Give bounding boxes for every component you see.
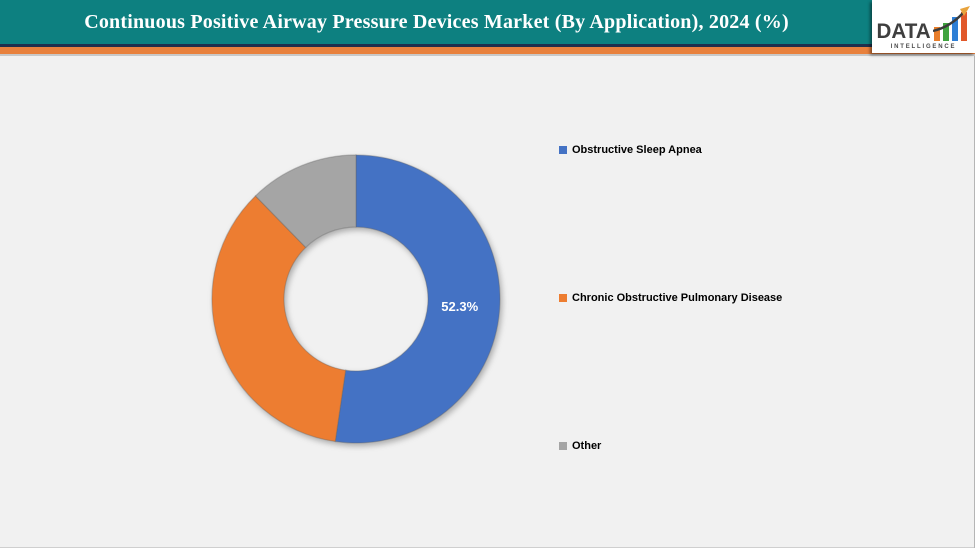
logo: DATA INTELLIGENCE [872, 0, 975, 53]
legend-label: Chronic Obstructive Pulmonary Disease [572, 292, 783, 304]
logo-bar-chart-growth-arrow-icon [933, 6, 971, 41]
donut-data-label: 52.3% [441, 299, 478, 314]
logo-top-row: DATA [876, 6, 971, 42]
donut-slice-other [254, 154, 357, 249]
donut-slice-obstructive-sleep-apnea [334, 154, 501, 444]
header-divider-navy [0, 44, 975, 47]
legend-item-other: Other [559, 439, 601, 453]
header-divider-gray [0, 54, 975, 56]
legend-label: Obstructive Sleep Apnea [572, 144, 702, 156]
chart-area: 52.3% Obstructive Sleep Apnea Chronic Ob… [0, 56, 975, 548]
donut-chart: 52.3% [211, 154, 501, 444]
donut-slices [211, 154, 501, 444]
logo-text: DATA [876, 20, 931, 44]
chart-title: Continuous Positive Airway Pressure Devi… [84, 10, 789, 33]
legend-swatch-gray-icon [559, 442, 567, 450]
title-bar: Continuous Positive Airway Pressure Devi… [0, 0, 975, 44]
legend-swatch-orange-icon [559, 294, 567, 302]
legend-label: Other [572, 440, 602, 452]
donut-slice-chronic-obstructive-pulmonary-disease [211, 195, 347, 443]
legend-swatch-blue-icon [559, 146, 567, 154]
legend-item-copd: Chronic Obstructive Pulmonary Disease [559, 291, 782, 305]
header-stripe-orange [0, 47, 975, 54]
logo-subtext: INTELLIGENCE [890, 44, 957, 50]
legend-item-obstructive-sleep-apnea: Obstructive Sleep Apnea [559, 143, 702, 157]
